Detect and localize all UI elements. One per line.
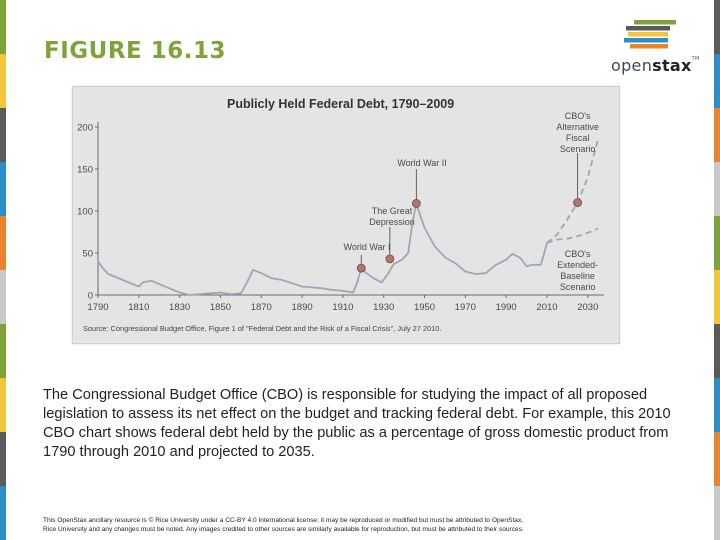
- x-tick-label: 1890: [292, 302, 313, 313]
- openstax-logo-text: openstaxTM: [611, 56, 700, 75]
- stripe-segment: [714, 432, 720, 486]
- stripe-segment: [0, 162, 6, 216]
- marker-great-depression: [385, 254, 395, 264]
- y-tick-label: 0: [88, 291, 93, 302]
- stripe-segment: [714, 486, 720, 540]
- logo-trademark: TM: [691, 56, 700, 62]
- stripe-segment: [0, 270, 6, 324]
- projection-line-2: [546, 227, 599, 244]
- x-tick-label: 2010: [536, 302, 557, 313]
- logo-text-light: open: [611, 56, 653, 75]
- stripe-segment: [0, 108, 6, 162]
- stripe-segment: [0, 216, 6, 270]
- openstax-logo-icon: [624, 20, 676, 49]
- chart-title: Publicly Held Federal Debt, 1790–2009: [227, 97, 454, 111]
- logo-bar: [630, 44, 668, 49]
- chart-image: Publicly Held Federal Debt, 1790–2009 0 50…: [72, 86, 620, 344]
- stripe-segment: [714, 0, 720, 54]
- stripe-segment: [714, 324, 720, 378]
- label-world-war-2: World War II: [397, 158, 447, 168]
- footer-line-1: This OpenStax ancillary resource is © Ri…: [43, 517, 524, 524]
- label-alternative-scenario: CBO's Alternative Fiscal Scenario: [556, 111, 599, 154]
- stripe-segment: [0, 0, 6, 54]
- label-extended-baseline: CBO's Extended-Baseline Scenario: [557, 249, 598, 292]
- marker-alternative-scenario: [573, 198, 582, 207]
- logo-bar: [626, 26, 670, 31]
- logo-bar: [628, 32, 668, 37]
- x-tick-label: 1850: [210, 302, 231, 313]
- x-tick-label: 1910: [332, 302, 353, 313]
- stripe-segment: [714, 54, 720, 108]
- x-tick-label: 1810: [128, 302, 149, 313]
- y-tick-label: 150: [77, 165, 93, 176]
- x-tick-label: 1930: [373, 302, 394, 313]
- stripe-segment: [0, 486, 6, 540]
- stripe-segment: [714, 162, 720, 216]
- x-tick-label: 1830: [169, 302, 190, 313]
- footer-line-2: Rice University and any changes must be …: [43, 526, 524, 533]
- license-footer: This OpenStax ancillary resource is © Ri…: [43, 516, 683, 534]
- stripe-segment: [714, 108, 720, 162]
- x-tick-label: 1950: [414, 302, 435, 313]
- marker-world-war-1: [356, 263, 366, 273]
- debt-chart: Publicly Held Federal Debt, 1790–2009 0 50…: [77, 97, 604, 333]
- projection-line-1: [546, 139, 599, 244]
- right-color-stripe: [714, 0, 720, 540]
- y-tick-label: 50: [82, 249, 93, 260]
- y-tick-label: 100: [77, 207, 93, 218]
- left-color-stripe: [0, 0, 6, 540]
- logo-bar: [624, 38, 668, 43]
- logo-bar: [634, 20, 676, 25]
- caption-text: The Congressional Budget Office (CBO) is…: [43, 387, 671, 460]
- logo-text-bold: stax: [652, 56, 692, 75]
- x-tick-label: 1970: [455, 302, 476, 313]
- stripe-segment: [0, 324, 6, 378]
- stripe-segment: [714, 216, 720, 270]
- x-tick-label: 1790: [87, 302, 108, 313]
- stripe-segment: [0, 378, 6, 432]
- stripe-segment: [714, 270, 720, 324]
- chart-source: Source: Congressional Budget Office, Fig…: [83, 324, 441, 333]
- stripe-segment: [0, 54, 6, 108]
- slide-title: FIGURE 16.13: [44, 38, 227, 64]
- y-tick-label: 200: [77, 123, 93, 134]
- stripe-segment: [714, 378, 720, 432]
- marker-world-war-2: [411, 199, 421, 208]
- label-great-depression: The Great Depression: [369, 206, 415, 227]
- debt-line: [97, 202, 548, 296]
- stripe-segment: [0, 432, 6, 486]
- x-tick-label: 1870: [251, 302, 272, 313]
- x-tick-label: 1990: [496, 302, 517, 313]
- label-world-war-1: World War I: [343, 242, 390, 252]
- x-tick-label: 2030: [577, 302, 598, 313]
